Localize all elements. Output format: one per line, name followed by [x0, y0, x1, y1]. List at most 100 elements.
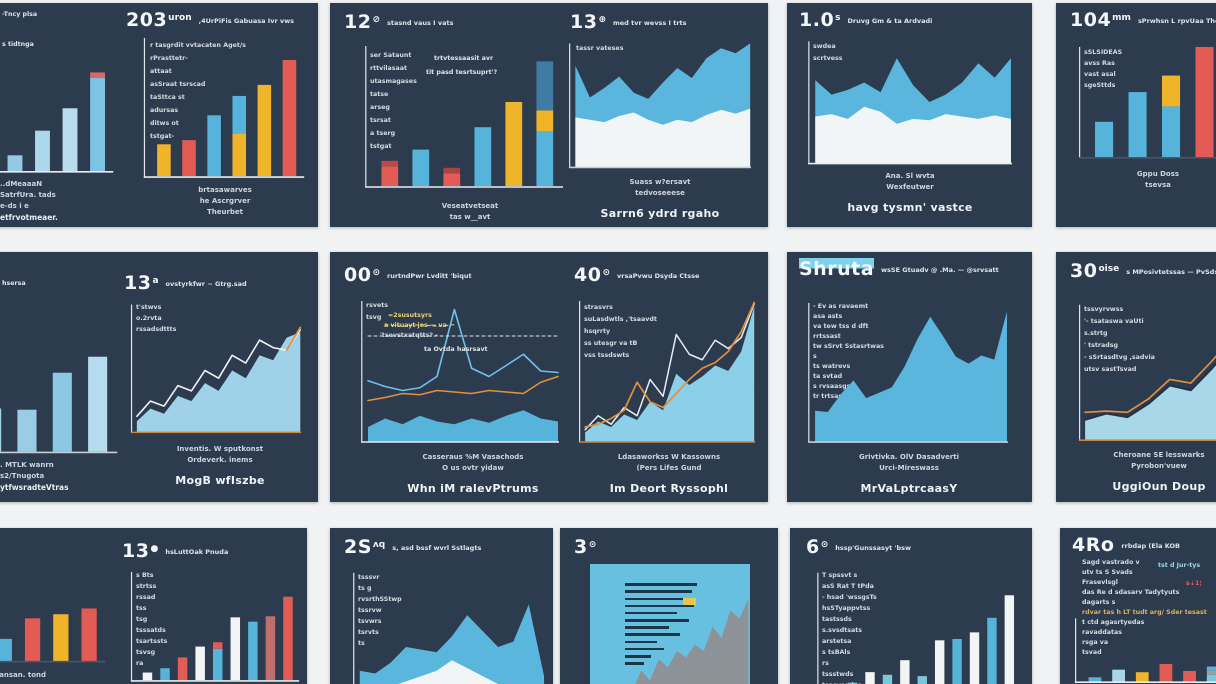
chart-header-number: 12 — [344, 11, 372, 33]
axis-tick-label: o.2rvta — [136, 315, 162, 322]
chart-card-r2c1: hsersa . MTLK wanrn s2/Tnugota ytfwsradteVt… — [0, 252, 318, 502]
chart-header-number: 30 — [1070, 260, 1098, 282]
chart-caption-line: Veseatvetseat — [441, 202, 499, 210]
chart-title: 6⊙ hssp'Gunssasyt 'bsw — [806, 536, 911, 558]
chart-header-number: 13 — [124, 272, 152, 294]
chart-caption: Gppu Doss tsevsa — [1088, 169, 1216, 191]
axis-tick-label: adursas — [150, 107, 179, 114]
axis-tick-label: s — [813, 353, 817, 360]
chart-header-number: 13 — [122, 540, 150, 562]
axis-tick-label: rPrasttetr- — [150, 55, 188, 62]
chart-caption-bold: MrVaLptrcaasY — [860, 481, 958, 495]
document-text-line — [625, 647, 665, 651]
chart-title: Shruta wsSE Gtuadv @ .Ma. — @srvsatt — [799, 258, 999, 280]
chart-caption-line: ad Ofansan. tond — [0, 671, 46, 679]
axis-tick-label: t ctd agasrtyedas — [1082, 619, 1145, 626]
chart-header-suffix: ⊘ — [372, 14, 380, 25]
axis-tick-labels: - Ev as ravaemt asa asts va tew tss d dft r… — [813, 302, 884, 402]
chart-card-r3c5: 4Ro rrbdap (Ela KOB Sagd vastrado v utv ts … — [1060, 528, 1216, 684]
axis-tick-label: tssvyrvwss — [1084, 306, 1124, 313]
axis-tick-labels: s Bts strtss rssad tss tsg tsssatds tsartssts t… — [136, 570, 167, 669]
chart-annotation: hsersa — [2, 280, 26, 287]
chart-plot-bar — [1078, 43, 1216, 161]
chart-caption: . MTLK wanrn s2/Tnugota ytfwsradteVtras — [0, 460, 130, 493]
axis-tick-label: tsssatds — [136, 627, 166, 634]
chart-caption-line: Ana. Sl wvta — [885, 172, 935, 180]
chart-plot-area — [807, 298, 1009, 446]
axis-tick-label: tsrsat — [370, 117, 391, 124]
axis-tick-label: hsqrrty — [584, 328, 611, 335]
chart-caption-line: Ordeverk. inems — [187, 455, 253, 464]
axis-tick-label: avss Ras — [1084, 60, 1115, 67]
chart-caption-line: O us ovtr yidaw — [442, 463, 504, 472]
chart-title: 2Sʌq s, asd bssf wvrl Sstlagts — [344, 536, 481, 558]
axis-tick-label: a tserg — [370, 130, 396, 137]
chart-caption-line: tedvoseeese — [635, 188, 685, 197]
chart-header-number: 1.0 — [799, 9, 835, 31]
chart-caption-line: Wexfeutwer — [886, 182, 934, 191]
chart-caption-line: Cheroane SE lesswarks — [1113, 451, 1205, 459]
chart-title: 4Ro rrbdap (Ela KOB — [1072, 534, 1180, 556]
axis-tick-label: tsvwrs — [358, 618, 382, 625]
chart-plot-bar — [130, 568, 300, 684]
document-text-line — [625, 583, 697, 586]
axis-tick-label: - hsad 'wssgsTs — [822, 594, 877, 601]
chart-title: 1.0s Druvg Gm & ta Ardvadi — [799, 9, 932, 31]
chart-header-note: rurtndPwr Lvditt 'biqut — [387, 271, 472, 280]
chart-header-number: 2S — [344, 536, 372, 558]
chart-header-number: 203 — [126, 9, 168, 31]
chart-caption: Grivtivka. OlV Dasadverti Urci-Mireswass M… — [813, 452, 1005, 495]
axis-tick-label: tsasvsgdas — [822, 680, 877, 684]
axis-tick-label: utsv sastTsvad — [1084, 366, 1137, 373]
chart-header-note: vrsaPvwu Dsyda Ctsse — [617, 271, 700, 280]
chart-caption-bold: Whn iM ralevPtrums — [407, 481, 539, 495]
axis-tick-label: dagarts s — [1082, 599, 1116, 606]
axis-tick-labels: T spssvt s asS Rat T tPda - hsad 'wssgsTs h… — [822, 570, 877, 684]
chart-title: 3⊙ — [574, 536, 596, 558]
axis-tick-label: rsvets — [366, 302, 388, 309]
axis-tick-label: rssad — [136, 594, 156, 601]
document-text-line — [625, 611, 678, 615]
axis-tick-label: das Re d sdasarv Tadytyuts — [1082, 589, 1180, 596]
chart-plot-bar — [0, 324, 118, 456]
axis-tick-label: '- tsataswa vaUti — [1084, 318, 1144, 325]
chart-annotation: 'tsevstxatqtts? - — [380, 332, 438, 339]
chart-header-suffix: ⊕ — [598, 14, 606, 25]
axis-tick-label: va tew tss d dft — [813, 323, 869, 330]
axis-tick-label: tstgat — [370, 143, 392, 150]
chart-header-number: Shruta — [799, 258, 875, 280]
axis-tick-labels: tsssvr ts g rvsrthSStwp tssrvw tsvwrs tsrvts t… — [358, 572, 402, 649]
axis-tick-label: asa asts — [813, 313, 843, 320]
chart-plot-bar — [0, 55, 114, 175]
chart-caption-line: Grivtivka. OlV Dasadverti — [858, 453, 960, 461]
axis-tick-label: s.svsdtsats — [822, 627, 863, 634]
chart-caption-line: s2/Tnugota — [0, 471, 45, 480]
chart-caption-line: ytfwsradteVtras — [0, 482, 69, 492]
chart-header-note: ovstyrkfwr ~ Gtrg.sad — [165, 279, 247, 288]
axis-tick-label: sgeSttds — [1084, 82, 1116, 89]
chart-caption-line: (Pers Lifes Gund — [636, 463, 702, 472]
chart-caption: Ana. Sl wvta Wexfeutwer havg tysmn' vastce — [815, 171, 1005, 214]
document-text-line — [625, 633, 681, 637]
chart-annotation: -Tncy plsa — [2, 11, 38, 18]
chart-header-number: 3 — [574, 536, 588, 558]
axis-tick-label: rttvilasaat — [370, 65, 408, 72]
chart-title: 13⊕ med tvr wevss I trts — [570, 11, 687, 33]
chart-header-suffix: ● — [150, 543, 159, 554]
chart-header-suffix: ʌq — [372, 539, 386, 550]
axis-tick-label: ts — [358, 640, 365, 647]
axis-tick-label: asSraat tsrscad — [150, 81, 206, 88]
chart-plot-bar — [816, 568, 1022, 684]
chart-annotation: s⇣1¦ — [1186, 580, 1202, 587]
document-text-line — [625, 626, 669, 629]
chart-header-number: 40 — [574, 264, 602, 286]
axis-tick-label: tsvad — [1082, 649, 1102, 656]
chart-header-suffix: uron — [168, 12, 192, 23]
axis-tick-label: rs — [822, 660, 829, 667]
axis-tick-label: Sagd vastrado v — [1082, 559, 1140, 566]
axis-tick-label: ' tstradsg — [1084, 342, 1119, 349]
axis-tick-label: tssrvw — [358, 607, 382, 614]
chart-annotation: tst d Jur-tys — [1158, 562, 1201, 569]
chart-plot-area-line — [578, 296, 756, 446]
